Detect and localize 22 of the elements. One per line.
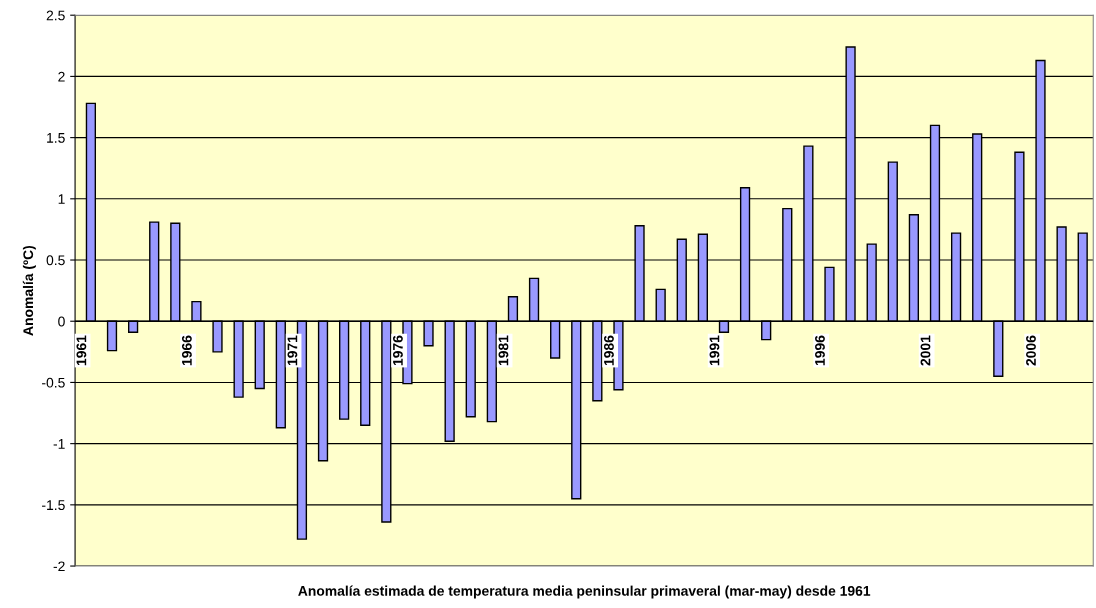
y-tick-label: -1.5 bbox=[42, 500, 65, 511]
y-tick-label: 1 bbox=[58, 194, 65, 204]
x-tick-label: 2006 bbox=[1026, 335, 1036, 366]
y-tick-label: 0 bbox=[58, 316, 65, 327]
y-tick-label: 0.5 bbox=[46, 255, 65, 266]
x-tick-label: 1986 bbox=[604, 335, 614, 366]
x-tick-label: 1991 bbox=[709, 335, 720, 366]
x-tick-label: 1971 bbox=[287, 335, 298, 366]
y-tick-label: 1.5 bbox=[47, 133, 65, 143]
x-tick-label: 1976 bbox=[393, 335, 403, 366]
x-tick-label: 1996 bbox=[815, 335, 825, 366]
y-tick-label: -2 bbox=[53, 561, 65, 572]
x-tick-label: 2001 bbox=[920, 335, 931, 366]
x-tick-label: 1961 bbox=[76, 335, 87, 366]
y-tick-label: -0.5 bbox=[42, 377, 65, 388]
y-tick-label: 2.5 bbox=[46, 10, 65, 21]
y-axis-title: Anomalía (ºC) bbox=[22, 245, 36, 336]
x-tick-label: 1966 bbox=[181, 335, 192, 366]
y-tick-label: -1 bbox=[53, 439, 65, 449]
x-axis-title: Anomalía estimada de temperatura media peninsular primaveral (mar-may) desde 1961 bbox=[298, 585, 871, 599]
y-tick-label: 2 bbox=[58, 71, 65, 82]
x-tick-label: 1981 bbox=[498, 335, 509, 366]
